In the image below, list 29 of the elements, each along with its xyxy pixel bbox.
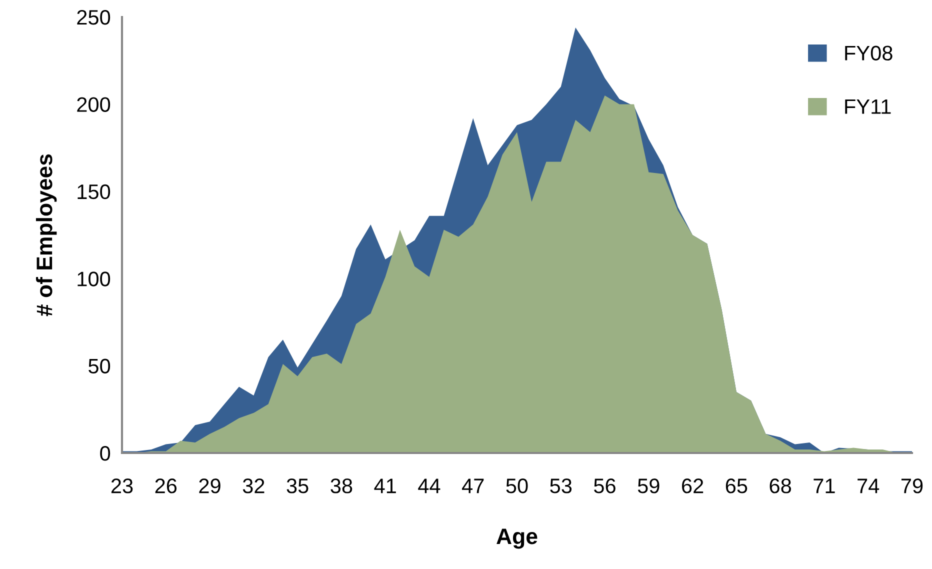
x-tick-label: 47	[462, 478, 484, 494]
y-tick-label: 0	[100, 446, 110, 461]
y-tick-label: 50	[88, 358, 110, 374]
x-tick-label: 50	[506, 478, 528, 494]
x-tick-label: 79	[901, 478, 923, 494]
y-tick-label: 200	[77, 97, 110, 112]
x-tick-label: 35	[286, 478, 308, 494]
x-tick-label: 38	[330, 478, 352, 494]
y-tick-label: 100	[78, 272, 110, 286]
x-tick-label: 68	[770, 478, 792, 494]
x-tick-label: 23	[111, 478, 133, 494]
legend-label: FY11	[845, 99, 891, 114]
x-tick-label: 32	[242, 478, 264, 494]
y-axis-title: # of Employees	[36, 154, 57, 316]
x-axis-title: Age	[496, 528, 538, 549]
x-tick-label: 59	[638, 478, 660, 494]
x-tick-label: 41	[374, 478, 396, 494]
legend-label: FY08	[845, 46, 892, 61]
x-tick-label: 53	[550, 478, 572, 494]
x-tick-label: 44	[418, 478, 440, 494]
x-tick-label: 26	[155, 478, 177, 494]
x-tick-label: 71	[814, 478, 835, 494]
y-tick-label: 250	[77, 10, 110, 25]
x-tick-label: 65	[726, 478, 748, 494]
x-tick-label: 74	[858, 478, 880, 494]
y-tick-label: 150	[78, 184, 110, 200]
x-tick-label: 56	[594, 478, 616, 494]
x-tick-label: 62	[682, 478, 704, 494]
x-tick-label: 29	[199, 478, 220, 494]
